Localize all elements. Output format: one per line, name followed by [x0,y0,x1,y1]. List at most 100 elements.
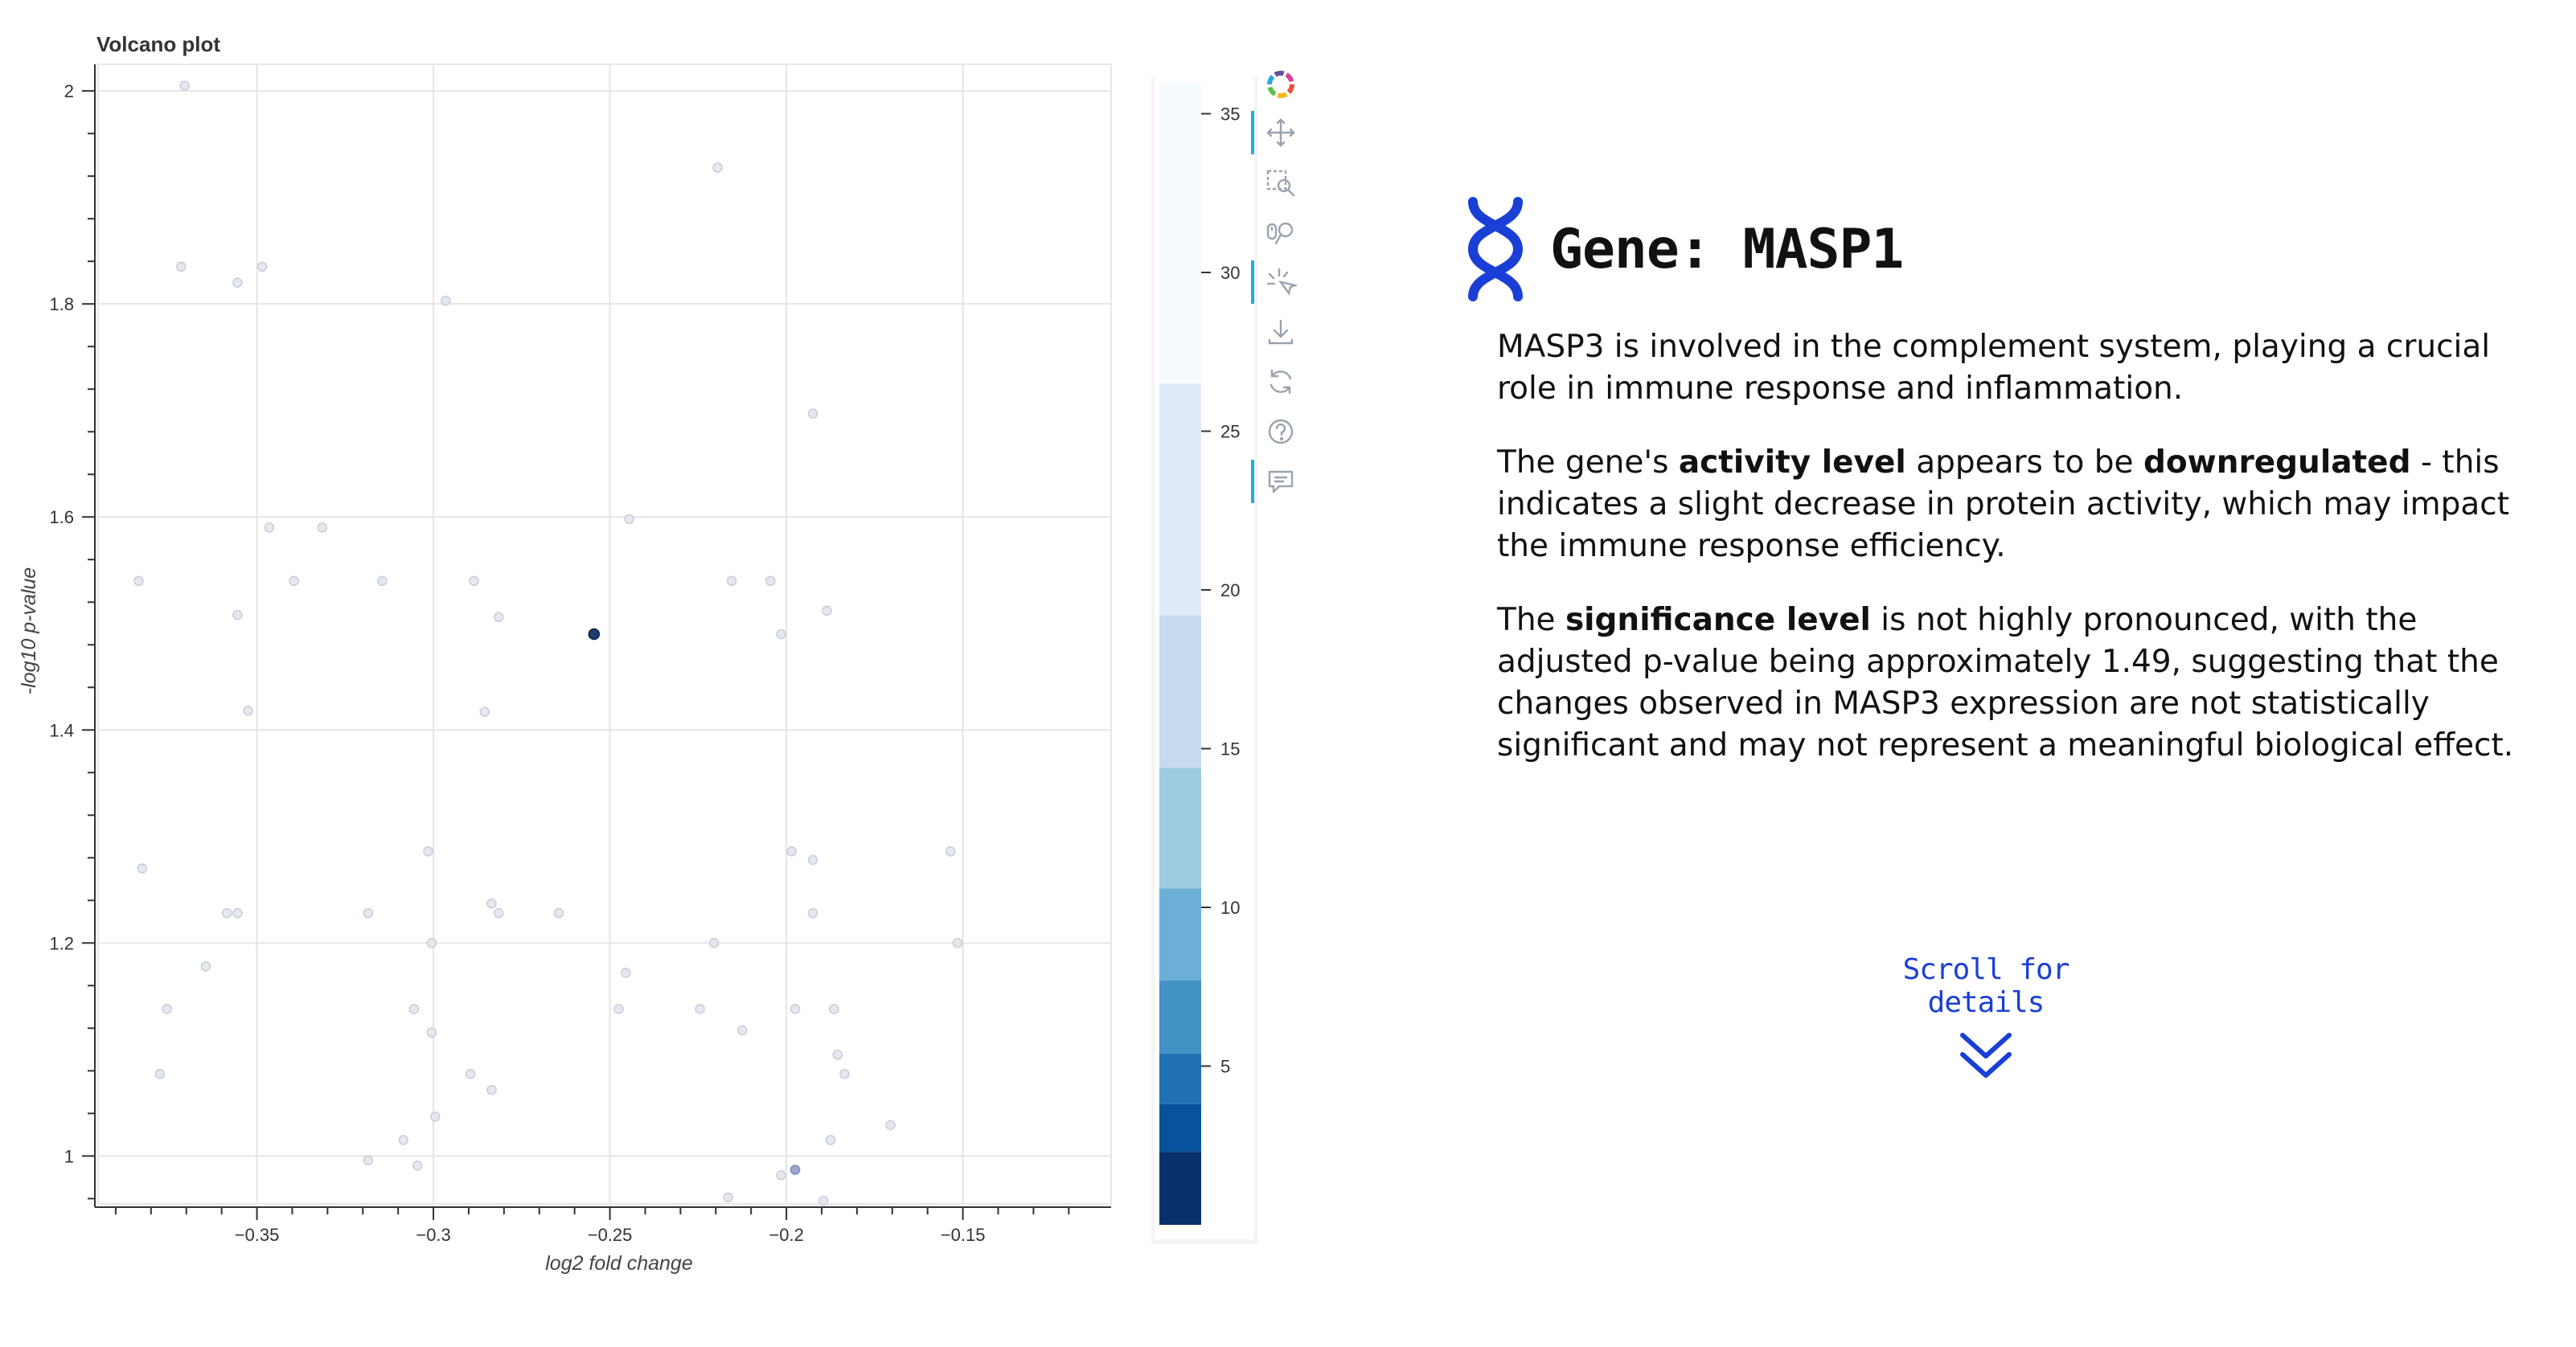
data-point[interactable] [175,261,187,272]
data-point[interactable] [723,1192,733,1203]
save-icon[interactable] [1256,307,1306,357]
data-point[interactable] [624,514,635,525]
data-point[interactable] [829,1004,839,1014]
data-point[interactable] [708,938,720,948]
data-point[interactable] [839,1069,850,1079]
selected-gene-point[interactable] [588,628,601,641]
data-points[interactable] [133,80,963,1206]
data-point[interactable] [162,1004,172,1014]
volcano-chart[interactable]: −0.35 −0.3 −0.25 −0.2 −0.15 1 1.2 1.4 1.6 1.8 2 Vo… [0,0,1319,1347]
colorbar-band [1159,615,1201,768]
data-point[interactable] [807,408,818,419]
colorbar-tick-label: 15 [1220,739,1240,759]
data-point[interactable] [621,968,631,978]
colorbar-band [1159,1152,1201,1225]
scroll-for-details[interactable]: Scroll for details [1849,953,2123,1085]
data-point[interactable] [264,522,275,533]
data-point[interactable] [429,1112,441,1122]
grid [98,64,1111,1204]
data-point[interactable] [790,1165,801,1175]
chevron-down-icon[interactable] [1958,1030,2014,1082]
wheel-zoom-icon[interactable] [1256,207,1306,257]
colorbar: 5 10 15 20 25 30 35 [1151,77,1257,1244]
data-point[interactable] [408,1004,420,1014]
colorbar-tick-label: 10 [1220,898,1240,918]
data-point[interactable] [765,575,776,587]
bokeh-logo-icon[interactable] [1256,59,1306,109]
chart-title: Volcano plot [96,32,220,56]
data-point[interactable] [426,1027,437,1038]
data-point[interactable] [363,1155,374,1165]
data-point[interactable] [790,1004,801,1014]
data-point[interactable] [377,575,388,587]
data-point[interactable] [243,706,253,716]
y-tick-label: 1.2 [49,933,74,953]
data-point[interactable] [179,80,190,91]
colorbar-band [1159,888,1201,981]
data-point[interactable] [945,846,956,857]
reset-icon[interactable] [1256,357,1306,407]
data-point[interactable] [200,961,211,972]
data-point[interactable] [398,1135,409,1145]
data-point[interactable] [726,575,737,587]
hover-icon[interactable] [1251,457,1306,506]
data-point[interactable] [493,612,504,623]
data-point[interactable] [885,1120,896,1131]
significance-text-2: is not highly pronounced, with the adjus… [1497,602,2514,764]
data-point[interactable] [441,295,451,306]
data-point[interactable] [465,1069,476,1079]
data-point[interactable] [553,907,564,919]
significance-text-1: The [1497,602,1565,638]
gene-info-panel: Gene: MASP1 MASP3 is involved in the com… [1463,193,2541,767]
data-point[interactable] [493,907,504,919]
data-point[interactable] [412,1160,423,1171]
data-point[interactable] [786,846,797,857]
help-icon[interactable] [1256,407,1306,457]
activity-text-2: appears to be [1905,444,2143,481]
colorbar-band [1159,980,1201,1054]
activity-text-1: The gene's [1497,444,1679,481]
data-point[interactable] [426,938,437,948]
data-point[interactable] [807,854,818,866]
activity-level-term: activity level [1678,444,1906,481]
data-point[interactable] [317,522,328,533]
data-point[interactable] [486,898,497,909]
data-point[interactable] [423,846,433,857]
data-point[interactable] [154,1069,166,1079]
data-point[interactable] [613,1004,624,1014]
data-point[interactable] [807,907,818,919]
x-tick-label: −0.15 [941,1225,986,1245]
data-point[interactable] [822,605,832,616]
colorbar-band [1159,1053,1201,1104]
scroll-label[interactable]: Scroll for details [1902,953,2070,1019]
data-point[interactable] [776,1169,786,1181]
data-point[interactable] [221,907,232,919]
y-tick-label: 1.4 [49,720,74,740]
x-tick-label: −0.3 [416,1225,450,1245]
x-tick-label: −0.25 [588,1225,633,1245]
data-point[interactable] [232,907,243,919]
data-point[interactable] [776,628,786,640]
data-point[interactable] [486,1084,497,1095]
data-point[interactable] [695,1004,705,1014]
data-point[interactable] [256,261,268,272]
data-point[interactable] [736,1025,748,1036]
data-point[interactable] [363,907,374,919]
data-point[interactable] [825,1135,836,1145]
pan-icon[interactable] [1251,108,1306,158]
activity-text-3: - this indicates a slight decrease in pr… [1497,444,2510,564]
data-point[interactable] [479,706,490,718]
data-point[interactable] [133,575,144,587]
data-point[interactable] [137,863,148,874]
data-point[interactable] [232,609,243,620]
data-point[interactable] [952,938,963,948]
data-point[interactable] [232,277,243,288]
data-point[interactable] [818,1195,829,1206]
data-point[interactable] [832,1050,843,1060]
data-point[interactable] [289,575,299,587]
data-point[interactable] [469,575,479,587]
data-point[interactable] [712,162,723,173]
tap-select-icon[interactable] [1251,257,1306,307]
box-zoom-icon[interactable] [1256,158,1306,207]
gene-header: Gene: MASP1 [1463,193,2541,305]
